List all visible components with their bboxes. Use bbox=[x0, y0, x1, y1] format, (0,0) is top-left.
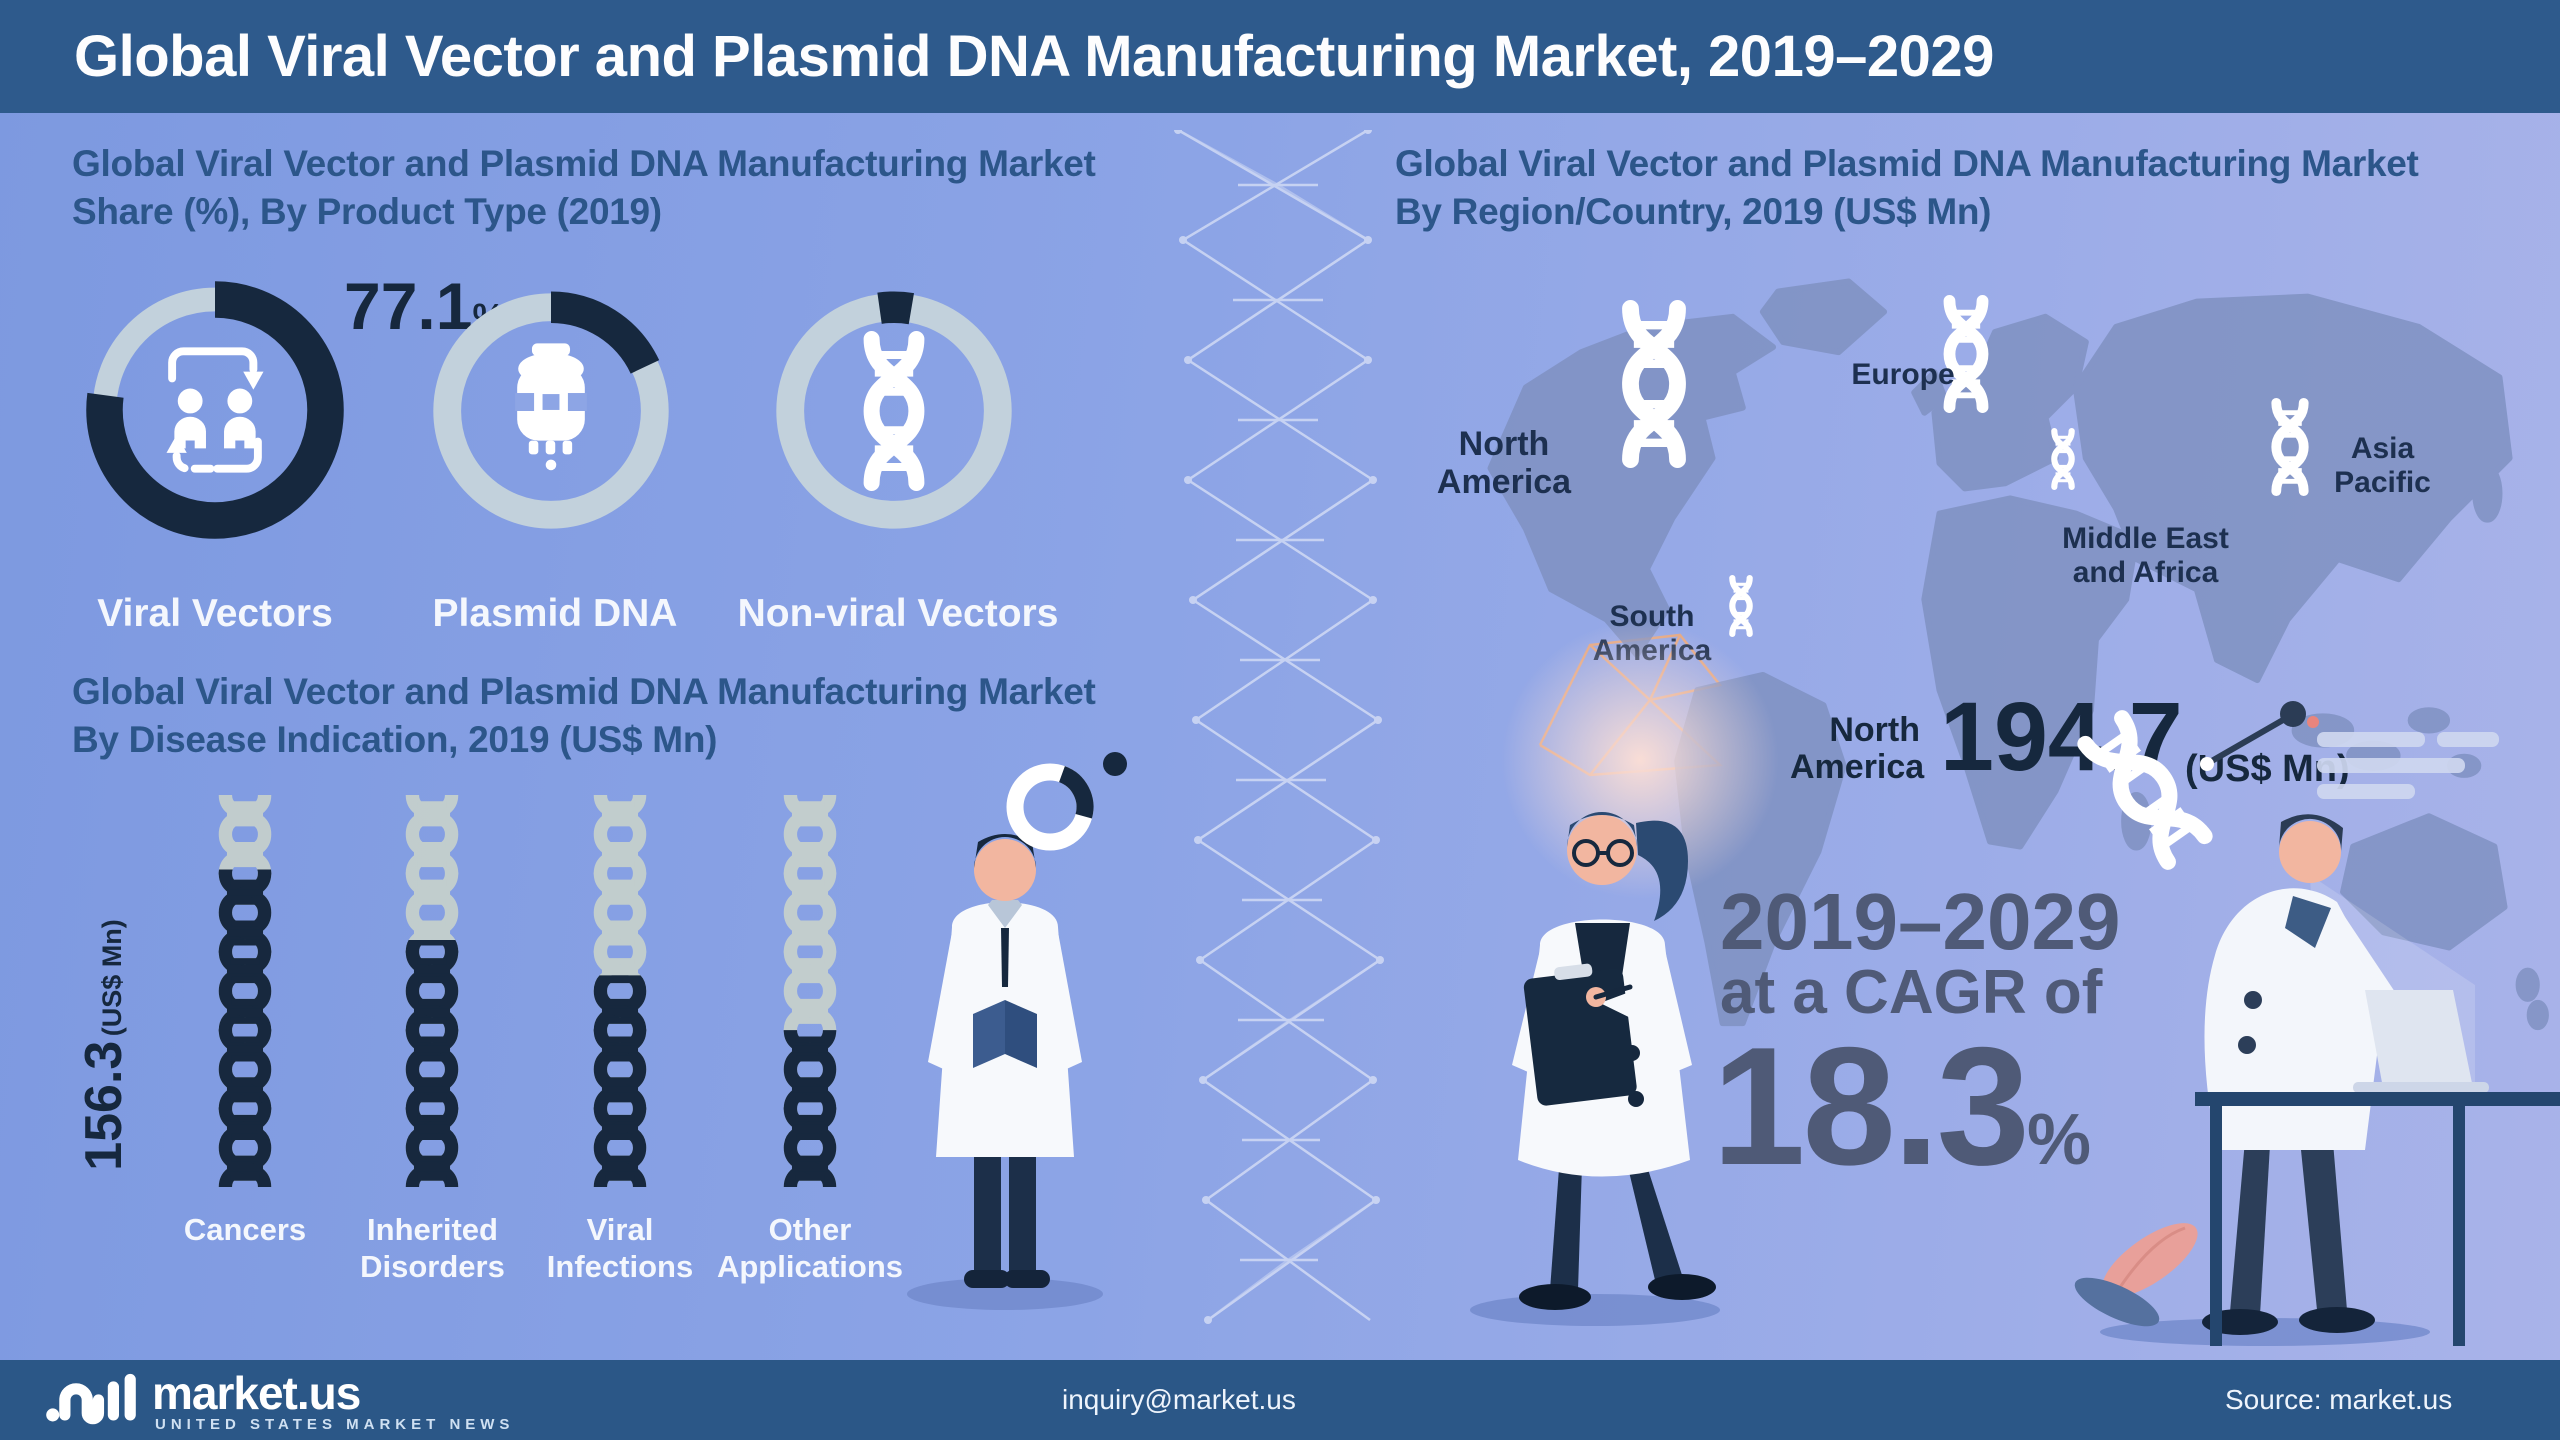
map-dna-icon-europe bbox=[1928, 295, 2004, 413]
footer-brand: market.us bbox=[152, 1367, 361, 1419]
scientist-laptop-illustration bbox=[2074, 701, 2560, 1346]
donut-label-non-viral-vectors: Non-viral Vectors bbox=[737, 592, 1059, 635]
map-label-europe: Europe bbox=[1851, 358, 1955, 391]
donut-plasmid-dna bbox=[412, 272, 690, 550]
footer-bar: market.us UNITED STATES MARKET NEWS inqu… bbox=[0, 1360, 2560, 1440]
region-heading: Global Viral Vector and Plasmid DNA Manu… bbox=[1395, 143, 2419, 233]
scientist-clipboard-illustration bbox=[1470, 812, 1720, 1326]
page-title: Global Viral Vector and Plasmid DNA Manu… bbox=[74, 24, 1994, 89]
text-lines-decoration bbox=[2317, 732, 2499, 799]
donut-viral-vectors bbox=[67, 262, 363, 558]
map-label-north-america: North America bbox=[1436, 425, 1572, 502]
dna-icon bbox=[844, 331, 944, 491]
map-label-middle-east-africa: Middle East and Africa bbox=[2062, 522, 2229, 589]
bar-label-other-applications: Other Applications bbox=[716, 1212, 903, 1284]
disease-axis-value: 156.3 (US$ Mn) bbox=[75, 919, 133, 1171]
footer-source: Source: market.us bbox=[2225, 1384, 2453, 1415]
map-label-asia-pacific: Asia Pacific bbox=[2334, 432, 2431, 499]
bar-label-cancers: Cancers bbox=[183, 1212, 307, 1247]
helix-bar-viral-infections bbox=[567, 795, 673, 1187]
cagr-value: 18.3% bbox=[1712, 1012, 2092, 1200]
donut-chart-icon bbox=[1006, 752, 1127, 851]
map-dna-icon-north-america bbox=[1598, 300, 1710, 468]
disease-heading: Global Viral Vector and Plasmid DNA Manu… bbox=[72, 671, 1096, 761]
helix-bar-inherited-disorders bbox=[379, 795, 485, 1187]
people-exchange-icon bbox=[166, 347, 264, 473]
map-dna-icon-middle-east-africa bbox=[2042, 428, 2084, 490]
donut-label-viral-vectors: Viral Vectors bbox=[97, 592, 333, 635]
donut-non-viral-vectors bbox=[755, 272, 1033, 550]
helix-bar-other-applications bbox=[757, 795, 863, 1187]
product-share-heading: Global Viral Vector and Plasmid DNA Manu… bbox=[72, 143, 1096, 233]
bioreactor-icon bbox=[515, 343, 587, 471]
map-dna-icon-asia-pacific bbox=[2258, 398, 2322, 496]
footer-tagline: UNITED STATES MARKET NEWS bbox=[155, 1416, 515, 1433]
market-us-logo-icon bbox=[46, 1373, 136, 1425]
helix-bar-cancers bbox=[192, 795, 298, 1187]
bar-label-inherited-disorders: Inherited Disorders bbox=[360, 1212, 505, 1284]
header-bar: Global Viral Vector and Plasmid DNA Manu… bbox=[0, 0, 2560, 113]
scientist-reading-illustration bbox=[907, 834, 1103, 1310]
cagr-period: 2019–2029 bbox=[1720, 877, 2121, 966]
cagr-lead: at a CAGR of bbox=[1720, 958, 2103, 1027]
dna-pipette-icon bbox=[2085, 701, 2319, 862]
wireframe-dna-decoration bbox=[1174, 130, 1384, 1324]
footer-email-link[interactable]: inquiry@market.us bbox=[1062, 1384, 1296, 1415]
donut-label-plasmid-dna: Plasmid DNA bbox=[432, 592, 678, 635]
bar-label-viral-infections: Viral Infections bbox=[546, 1212, 694, 1284]
world-map bbox=[1487, 278, 2549, 1031]
callout-region-name: North America bbox=[1790, 711, 1925, 787]
